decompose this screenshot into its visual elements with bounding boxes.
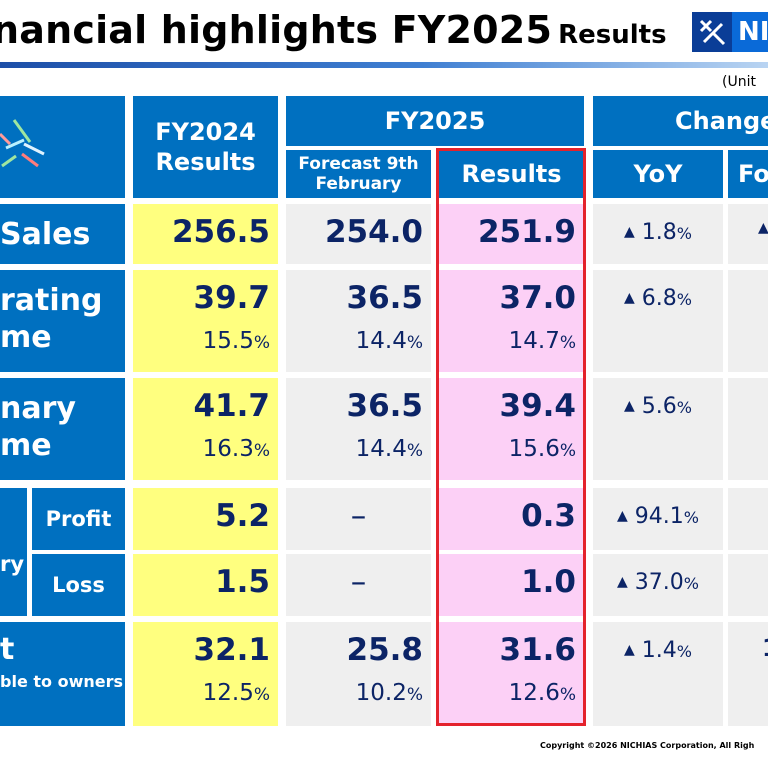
cell-ordinary-vs-forecast [728,378,768,480]
cell-profit-vs-forecast [728,488,768,550]
cell-operating-results: 37.0 14.7% [439,270,584,372]
cell-profit-yoy: ▲ 94.1% [593,488,723,550]
title-underline [0,62,768,68]
row-label-net-income: t ble to owners [0,622,125,726]
header-yoy: YoY [593,150,723,198]
row-label-ordinary-income: nary me [0,378,125,480]
cell-net-results: 31.6 12.6% [439,622,584,726]
cell-ordinary-results: 39.4 15.6% [439,378,584,480]
cell-sales-yoy: ▲ 1.8% [593,204,723,264]
row-label-net-sales: Sales [0,204,125,264]
cell-ordinary-fy2024: 41.7 16.3% [133,378,278,480]
decorative-fibers-icon [0,119,45,168]
cell-net-forecast: 25.8 10.2% [286,622,431,726]
cell-profit-forecast: – [286,488,431,550]
cell-loss-results: 1.0 [439,554,584,616]
cell-ordinary-forecast: 36.5 14.4% [286,378,431,480]
cell-sales-forecast: 254.0 [286,204,431,264]
unit-label: (Unit [722,74,756,90]
row-label-extraordinary-profit: Profit [32,488,125,550]
cell-operating-yoy: ▲ 6.8% [593,270,723,372]
cell-profit-fy2024: 5.2 [133,488,278,550]
cell-sales-vs-forecast: ▲ [728,204,768,264]
decrease-marker-icon: ▲ [758,220,768,236]
decrease-marker-icon: ▲ [624,290,635,306]
header-vs-forecast: Fo [728,150,768,198]
cell-ordinary-yoy: ▲ 5.6% [593,378,723,480]
row-label-extraordinary: ry [0,488,27,616]
cell-operating-fy2024: 39.7 15.5% [133,270,278,372]
cell-net-fy2024: 32.1 12.5% [133,622,278,726]
results-highlight-box [436,148,586,726]
cell-profit-results: 0.3 [439,488,584,550]
cell-loss-fy2024: 1.5 [133,554,278,616]
corner-cell [0,96,125,198]
row-label-operating-income: rating me [0,270,125,372]
title-suffix: Results [558,20,667,50]
cell-operating-forecast: 36.5 14.4% [286,270,431,372]
cell-net-yoy: ▲ 1.4% [593,622,723,726]
decrease-marker-icon: ▲ [624,224,635,240]
cell-loss-forecast: – [286,554,431,616]
logo-brand-text: NI [732,12,768,52]
decrease-marker-icon: ▲ [624,398,635,414]
row-label-extraordinary-loss: Loss [32,554,125,616]
cell-loss-vs-forecast [728,554,768,616]
logo-mark-icon [692,12,732,52]
header-results: Results [439,150,584,198]
decrease-marker-icon: ▲ [617,574,628,590]
cell-operating-vs-forecast [728,270,768,372]
decrease-marker-icon: ▲ [624,642,635,658]
title-main: nancial highlights FY2025 [0,8,553,52]
header-fy2024: FY2024 Results [133,96,278,198]
header-change: Change [593,96,768,146]
copyright-notice: Copyright ©2026 NICHIAS Corporation, All… [540,741,755,750]
cell-sales-results: 251.9 [439,204,584,264]
cell-net-vs-forecast: 1 [728,622,768,726]
decrease-marker-icon: ▲ [617,508,628,524]
company-logo: NI [692,12,768,52]
cell-loss-yoy: ▲ 37.0% [593,554,723,616]
header-fy2025: FY2025 [286,96,584,146]
cell-sales-fy2024: 256.5 [133,204,278,264]
slide-title: nancial highlights FY2025 Results [0,8,667,52]
header-forecast: Forecast 9th February [286,150,431,198]
